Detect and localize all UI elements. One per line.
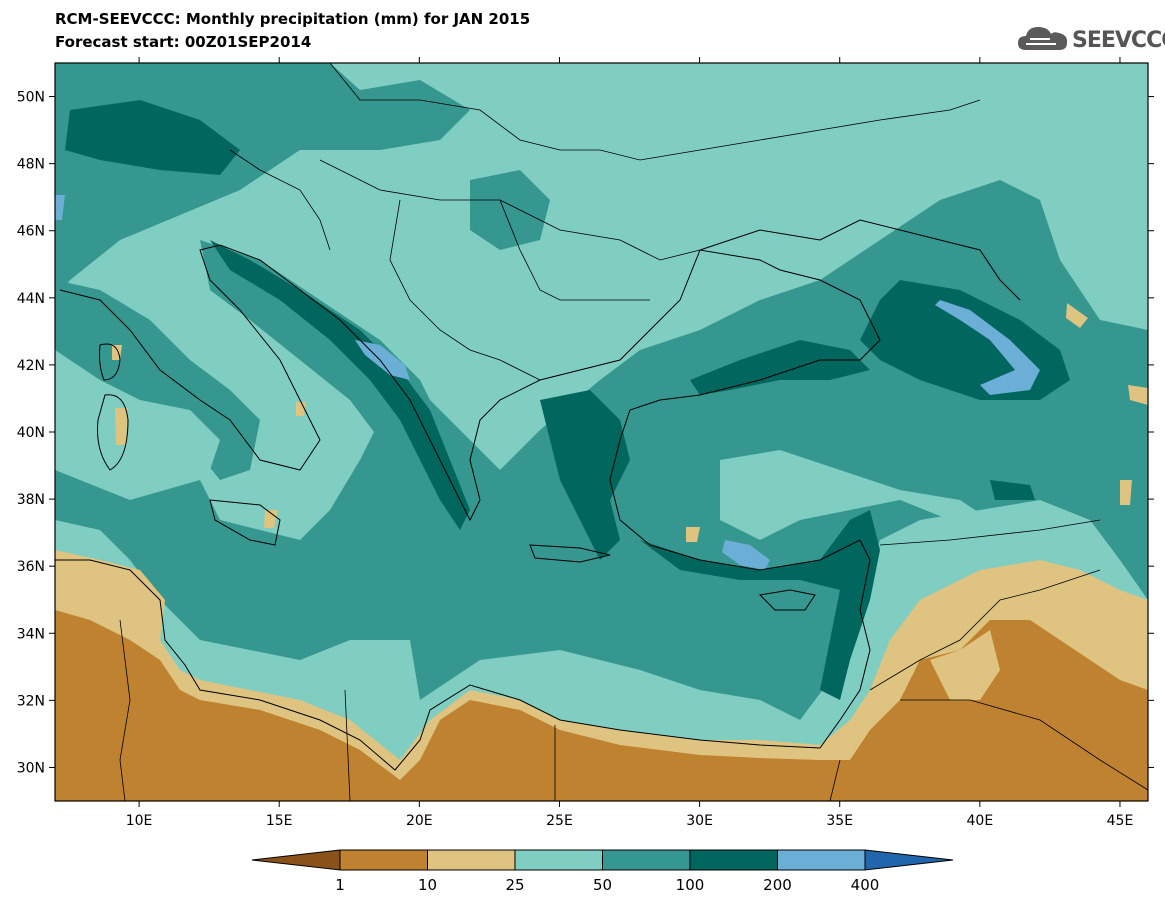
zone-100-200-adriatic-coast bbox=[210, 240, 470, 530]
zone-50-100-carpathians bbox=[470, 170, 550, 250]
zone-100-200-aegean bbox=[540, 390, 630, 560]
precipitation-field bbox=[55, 63, 1148, 801]
zone-100-200-turkey-north bbox=[690, 340, 870, 395]
lon-tick-label: 10E bbox=[126, 813, 153, 829]
colorbar-swatch bbox=[339, 849, 428, 871]
colorbar-swatch bbox=[689, 849, 778, 871]
lon-tick-label: 15E bbox=[266, 813, 293, 829]
colorbar-label: 400 bbox=[851, 876, 880, 894]
zone-1-10-syria-gap bbox=[930, 630, 1000, 700]
lat-tick-label: 40N bbox=[17, 425, 45, 441]
seevccc-logo: SEEVCCC bbox=[1016, 24, 1165, 54]
colorbar-swatch bbox=[427, 849, 516, 871]
logo-text: SEEVCCC bbox=[1072, 28, 1165, 53]
lon-tick-label: 45E bbox=[1107, 813, 1134, 829]
zone-25-50-turkey bbox=[720, 450, 990, 540]
lat-tick-label: 44N bbox=[17, 291, 45, 307]
colorbar-swatch bbox=[777, 849, 866, 871]
colorbar-lower-arrow bbox=[251, 849, 341, 871]
zone-100-200-caucasus-south bbox=[990, 480, 1035, 500]
zone-100-200-alps bbox=[65, 100, 240, 175]
lon-tick-label: 30E bbox=[686, 813, 713, 829]
zone-100-200-levant bbox=[640, 510, 880, 700]
lat-tick-label: 48N bbox=[17, 157, 45, 173]
lon-tick-label: 25E bbox=[546, 813, 573, 829]
zone-1-10-north-africa bbox=[55, 610, 1148, 801]
zone-200-400-alps-spot bbox=[55, 195, 65, 220]
lon-tick-label: 35E bbox=[826, 813, 853, 829]
colorbar-label: 50 bbox=[593, 876, 612, 894]
latitude-axis: 30N 32N 34N 36N 38N 40N 42N 44N 46N 48N 50N bbox=[17, 90, 1154, 776]
cloud-icon bbox=[1018, 27, 1068, 50]
lon-tick-label: 40E bbox=[967, 813, 994, 829]
zone-200-400-taurus bbox=[722, 540, 770, 570]
lat-tick-label: 42N bbox=[17, 358, 45, 374]
colorbar: 1 10 25 50 100 200 400 bbox=[251, 849, 954, 894]
colorbar-label: 25 bbox=[505, 876, 524, 894]
colorbar-label: 200 bbox=[763, 876, 792, 894]
lat-tick-label: 32N bbox=[17, 693, 45, 709]
colorbar-upper-arrow bbox=[864, 849, 954, 871]
lat-tick-label: 36N bbox=[17, 559, 45, 575]
zone-200-400-caucasus bbox=[935, 300, 1040, 395]
zone-50-100-adriatic bbox=[200, 240, 470, 540]
colorbar-label: 10 bbox=[418, 876, 437, 894]
colorbar-swatch bbox=[514, 849, 603, 871]
zone-200-400-montenegro bbox=[355, 340, 410, 380]
zone-25-50-tyrrhenian bbox=[120, 400, 220, 480]
colorbar-swatch bbox=[602, 849, 691, 871]
lon-tick-label: 20E bbox=[406, 813, 433, 829]
coastlines bbox=[55, 219, 1021, 771]
map-title: RCM-SEEVCCC: Monthly precipitation (mm) … bbox=[55, 10, 531, 28]
lat-tick-label: 30N bbox=[17, 760, 45, 776]
colorbar-label: 100 bbox=[676, 876, 705, 894]
lat-tick-label: 38N bbox=[17, 492, 45, 508]
country-borders bbox=[119, 63, 1148, 801]
lat-tick-label: 50N bbox=[17, 90, 45, 106]
lat-tick-label: 46N bbox=[17, 224, 45, 240]
forecast-start-subtitle: Forecast start: 00Z01SEP2014 bbox=[55, 33, 312, 51]
lat-tick-label: 34N bbox=[17, 626, 45, 642]
colorbar-label: 1 bbox=[335, 876, 345, 894]
longitude-axis: 10E 15E 20E 25E 30E 35E 40E 45E bbox=[126, 57, 1134, 829]
